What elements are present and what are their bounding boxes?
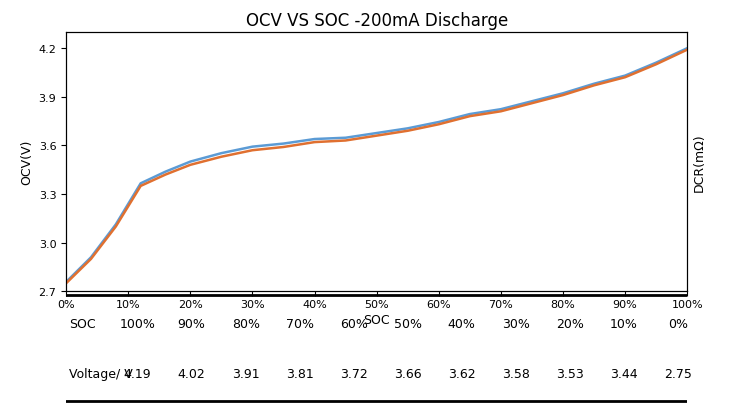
- Text: 4.19: 4.19: [123, 367, 151, 380]
- Text: 3.72: 3.72: [340, 367, 368, 380]
- Text: 40%: 40%: [448, 317, 476, 330]
- Text: 3.66: 3.66: [394, 367, 422, 380]
- Text: 80%: 80%: [232, 317, 259, 330]
- Text: 3.58: 3.58: [502, 367, 530, 380]
- Text: 2.75: 2.75: [664, 367, 692, 380]
- Text: 3.91: 3.91: [232, 367, 259, 380]
- Text: 30%: 30%: [502, 317, 530, 330]
- Text: 10%: 10%: [610, 317, 638, 330]
- Y-axis label: DCR(mΩ): DCR(mΩ): [693, 133, 706, 191]
- Text: Voltage/ V: Voltage/ V: [69, 367, 133, 380]
- Text: 100%: 100%: [120, 317, 156, 330]
- Text: 20%: 20%: [556, 317, 584, 330]
- Text: 4.02: 4.02: [178, 367, 206, 380]
- X-axis label: SOC: SOC: [363, 313, 390, 326]
- Text: 3.62: 3.62: [448, 367, 476, 380]
- Text: 3.81: 3.81: [286, 367, 314, 380]
- Text: SOC: SOC: [69, 317, 96, 330]
- Text: 60%: 60%: [340, 317, 368, 330]
- Text: 3.44: 3.44: [610, 367, 638, 380]
- Text: 3.53: 3.53: [556, 367, 584, 380]
- Y-axis label: OCV(V): OCV(V): [20, 139, 33, 185]
- Text: 50%: 50%: [394, 317, 422, 330]
- Text: 70%: 70%: [286, 317, 314, 330]
- Text: 90%: 90%: [178, 317, 206, 330]
- Title: OCV VS SOC -200mA Discharge: OCV VS SOC -200mA Discharge: [245, 12, 508, 30]
- Text: 0%: 0%: [668, 317, 688, 330]
